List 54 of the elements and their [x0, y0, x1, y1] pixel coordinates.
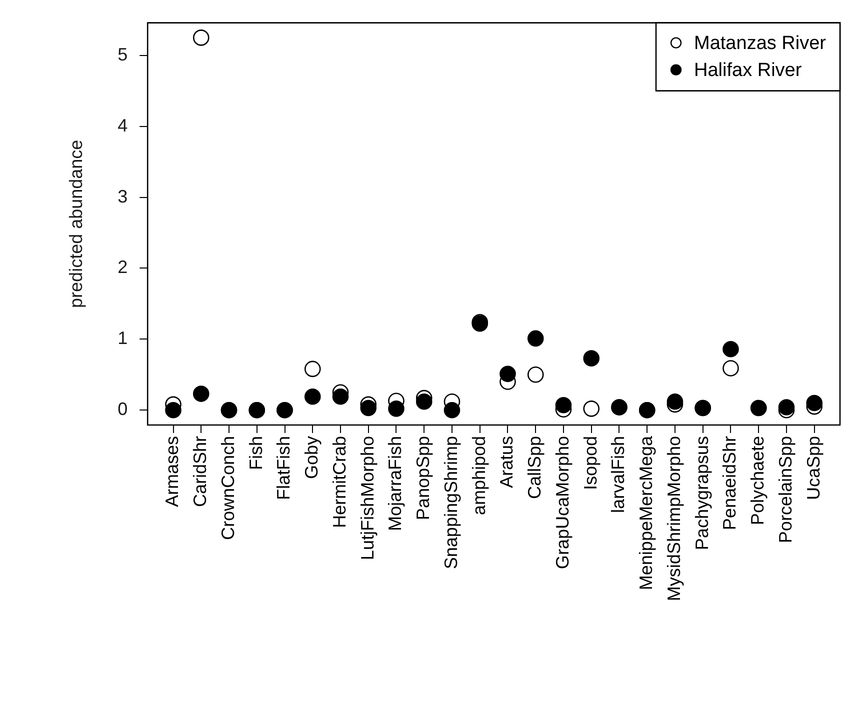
y-axis-title: predicted abundance — [66, 140, 86, 308]
point — [722, 360, 739, 376]
y-tick-label: 0 — [118, 399, 128, 420]
point — [192, 30, 210, 46]
x-tick-label: HermitCrab — [329, 436, 350, 528]
point — [806, 394, 823, 412]
point — [416, 393, 432, 410]
point — [527, 366, 544, 383]
point — [304, 360, 321, 378]
y-tick-label: 3 — [118, 186, 128, 206]
point — [583, 400, 600, 417]
x-tick-label: larvalFish — [608, 436, 628, 514]
x-tick-label: Aratus — [496, 436, 517, 488]
x-tick-label: PenaeidShr — [720, 436, 740, 530]
point — [666, 393, 684, 410]
x-tick-label: CaridShr — [190, 436, 210, 508]
x-tick-label: MojarraFish — [385, 436, 406, 532]
legend-label: Matanzas River — [694, 33, 827, 54]
x-tick-label: CallSpp — [524, 436, 545, 500]
point — [165, 402, 182, 418]
point — [778, 399, 795, 416]
y-tick-label: 5 — [118, 44, 128, 64]
point — [555, 396, 572, 414]
x-tick-label: FlatFish — [274, 436, 294, 500]
x-tick-label: amphipod — [468, 436, 489, 516]
x-tick-label: Pachygrapsus — [692, 436, 712, 550]
x-tick-label: Goby — [302, 436, 322, 480]
x-tick-label: Fish — [246, 436, 266, 470]
point — [304, 388, 321, 405]
x-tick-label: PorcelainSpp — [775, 436, 796, 544]
x-tick-label: Polychaete — [748, 436, 768, 526]
x-tick-label: SnappingShrimp — [440, 436, 461, 570]
point — [722, 340, 739, 358]
point — [192, 386, 210, 402]
point — [500, 366, 516, 382]
point — [583, 350, 600, 366]
x-tick-label: LutjFishMorpho — [357, 436, 378, 560]
y-tick-label: 2 — [118, 257, 128, 278]
point — [444, 402, 460, 418]
x-tick-label: GrapUcaMorpho — [552, 436, 572, 570]
x-tick-label: Isopod — [580, 436, 600, 490]
x-tick-label: MysidShrimpMorpho — [664, 436, 684, 602]
x-tick-label: MenippeMercMega — [636, 435, 656, 590]
point — [527, 330, 544, 347]
x-tick-label: UcaSpp — [803, 436, 824, 500]
y-tick-label: 1 — [118, 328, 128, 348]
point — [332, 388, 349, 405]
point — [360, 400, 377, 416]
legend-label: Halifax River — [694, 60, 802, 82]
x-tick-label: Armases — [162, 436, 182, 508]
x-tick-label: CrownConch — [218, 436, 238, 540]
point — [388, 400, 404, 417]
y-tick-label: 4 — [118, 115, 128, 136]
x-tick-label: PanopSpp — [413, 436, 434, 520]
